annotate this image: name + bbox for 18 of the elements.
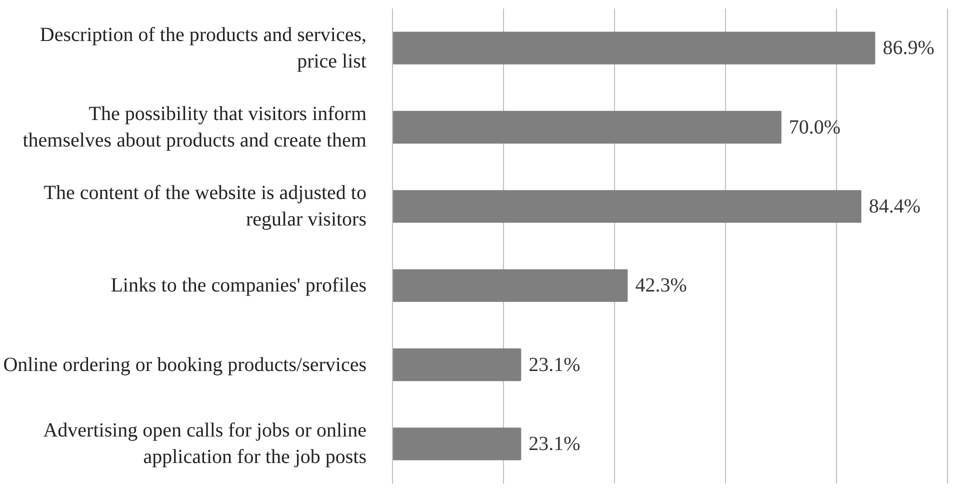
data-label: 84.4% — [868, 195, 921, 218]
data-label: 23.1% — [528, 354, 580, 376]
y-tick-label: Advertising open calls for jobs or online application for the job posts — [43, 420, 367, 468]
y-tick-label: Online ordering or booking products/services — [3, 354, 367, 376]
bar — [392, 348, 522, 382]
bar — [392, 190, 862, 223]
bar — [392, 269, 628, 302]
y-tick-label: The possibility that visitors inform themselves about products and create them — [22, 103, 367, 152]
data-label: 86.9% — [882, 37, 934, 60]
data-label: 23.1% — [528, 432, 580, 455]
bar — [392, 428, 522, 460]
bar — [392, 32, 876, 64]
data-label: 70.0% — [788, 116, 841, 138]
bar — [392, 110, 782, 144]
y-tick-label: Description of the products and services, price list — [40, 24, 367, 72]
y-tick-label: Links to the companies' profiles — [110, 274, 367, 297]
y-tick-label: The content of the website is adjusted to regular visitors — [44, 182, 367, 231]
data-label: 42.3% — [635, 274, 687, 297]
